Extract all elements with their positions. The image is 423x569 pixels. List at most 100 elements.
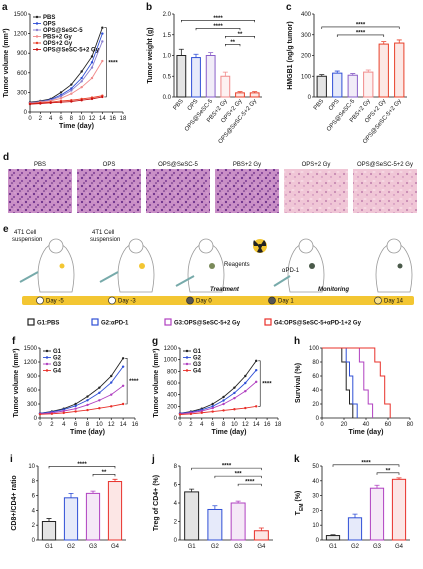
point [80, 99, 83, 102]
significance-label: **** [213, 24, 223, 30]
x-tick-label: 10 [231, 422, 238, 428]
x-tick-label: 14 [120, 422, 127, 428]
panel-letter: c [286, 2, 292, 13]
point [110, 405, 113, 408]
point [74, 404, 77, 408]
day-marker [374, 296, 382, 305]
y-tick-label: 0 [32, 538, 36, 544]
y-tick-label: 0 [174, 416, 178, 422]
histology-image [77, 169, 141, 213]
significance-bracket [321, 26, 400, 29]
legend-label: OPS@SeSC-5+2 Gy [43, 48, 100, 54]
syringes [19, 271, 291, 287]
bar [235, 92, 245, 98]
x-tick-label: G3 [373, 544, 382, 550]
y-axis-label: Treg of CD4+ (%) [153, 475, 160, 531]
histology-image [353, 169, 417, 213]
point [86, 408, 89, 412]
y-tick-label: 100 [301, 74, 312, 80]
note: suspension [90, 237, 120, 243]
significance-label: *** [235, 472, 243, 478]
legend-label: G1 [193, 349, 202, 355]
legend-label: G4 [53, 369, 62, 375]
y-tick-label: 200 [167, 404, 178, 410]
point [200, 409, 203, 413]
bar [325, 535, 341, 541]
x-axis-label: Time (day) [212, 429, 247, 436]
significance-label: **** [356, 22, 366, 28]
y-tick-label: 10 [312, 523, 319, 529]
survival-curve [322, 347, 374, 418]
y-tick-label: 300 [27, 402, 38, 408]
legend-label: G3:OPS@SeSC-5+2 Gy [174, 321, 241, 327]
image-label: OPS+2 Gy [302, 162, 331, 168]
legend-swatch [264, 318, 272, 326]
y-tick-label: 600 [167, 381, 178, 387]
point [38, 413, 42, 416]
panel-letter: h [294, 336, 300, 347]
significance-label: ** [102, 470, 107, 476]
bar [249, 92, 260, 98]
point [86, 395, 89, 398]
significance-label: ** [230, 40, 235, 46]
point [121, 402, 125, 406]
x-tick-label: 2 [50, 422, 54, 428]
significance-label: ** [238, 32, 243, 38]
point [49, 101, 52, 105]
chart-panel: g 0 200 400 600 800 1000 1200 Tumor volume (mm³)… [152, 336, 282, 436]
x-tick-label: 2 [39, 116, 43, 122]
survival-curve [322, 347, 391, 418]
y-tick-label: 20 [312, 402, 319, 408]
x-tick-label: G2 [351, 544, 360, 550]
point [59, 101, 63, 104]
point [70, 83, 73, 86]
point [233, 408, 236, 411]
legend-label: G2 [53, 356, 62, 362]
x-axis-label: Time (day) [349, 429, 384, 436]
x-tick-label: G1 [45, 544, 54, 550]
error-bar [396, 39, 402, 44]
legend-label: G3 [53, 362, 62, 368]
point [101, 32, 104, 35]
point [211, 406, 214, 410]
y-axis-label: Tumor volume (mm³) [153, 348, 160, 417]
x-tick-label: PBS [313, 98, 325, 111]
significance-bracket [258, 360, 261, 407]
x-tick-label: 40 [363, 422, 370, 428]
series-line [29, 95, 103, 104]
x-tick-label: PBS [173, 98, 185, 111]
point [59, 97, 63, 100]
survival-curve [322, 347, 358, 418]
bar [176, 55, 187, 98]
x-tick-label: G4 [395, 544, 404, 550]
x-tick-label: 0 [38, 422, 42, 428]
error-bar [235, 500, 241, 503]
survival-curve [322, 347, 354, 418]
panel-letter: g [152, 336, 158, 347]
bar [85, 492, 101, 541]
point [70, 87, 73, 90]
series-line [29, 27, 103, 103]
point [233, 396, 236, 400]
legend-marker [35, 15, 39, 19]
x-tick-label: 8 [222, 422, 226, 428]
y-tick-label: 0 [34, 416, 38, 422]
x-tick-label: 6 [59, 116, 63, 122]
significance-bracket [225, 35, 255, 39]
y-tick-label: 8 [174, 464, 178, 470]
significance-bracket [48, 466, 116, 469]
x-tick-label: 18 [275, 422, 282, 428]
y-tick-label: 2 [32, 523, 36, 529]
error-bar [396, 477, 402, 480]
radiation-icon [253, 239, 267, 253]
image-label: OPS@SeSC-5+2 Gy [357, 162, 413, 168]
significance-bracket [195, 27, 241, 31]
bar [253, 530, 269, 541]
error-bar [90, 490, 96, 494]
point [80, 80, 83, 83]
point [59, 95, 63, 98]
legend-swatch [164, 318, 172, 326]
point [90, 55, 94, 58]
significance-bracket [92, 474, 116, 477]
